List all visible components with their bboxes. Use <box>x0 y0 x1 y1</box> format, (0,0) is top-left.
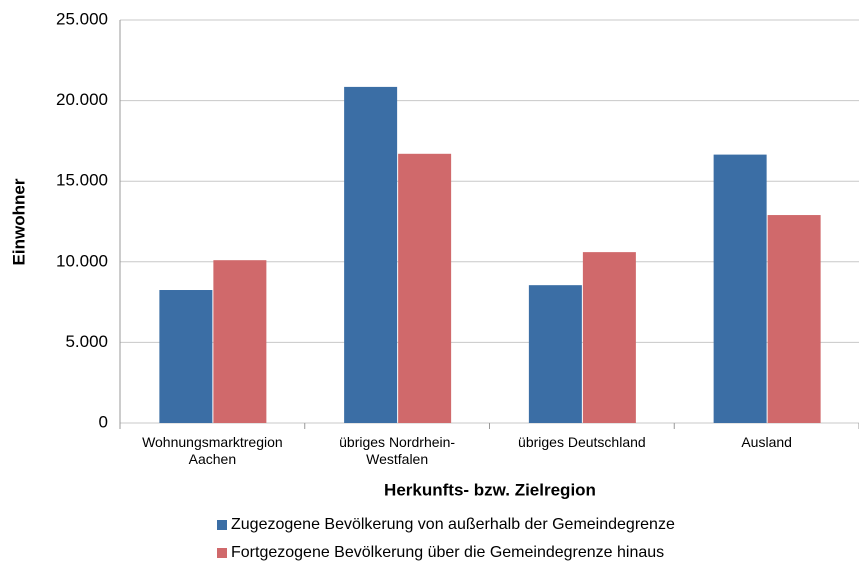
bar <box>398 153 452 423</box>
y-tick-label: 0 <box>99 412 108 431</box>
legend-swatch <box>217 520 227 530</box>
bar <box>713 154 767 424</box>
legend-label: Zugezogene Bevölkerung von außerhalb der… <box>231 516 675 533</box>
x-tick-label: übriges Deutschland <box>518 434 646 450</box>
y-tick-label: 5.000 <box>65 332 108 351</box>
bar <box>159 290 213 423</box>
bar <box>213 260 267 423</box>
y-tick-label: 20.000 <box>56 90 108 109</box>
y-tick-label: 15.000 <box>56 171 108 190</box>
y-axis-label: Einwohner <box>9 178 28 265</box>
y-tick-label: 10.000 <box>56 251 108 270</box>
x-tick-label: Wohnungsmarktregion Aachen <box>142 434 283 467</box>
x-axis-label: Herkunfts- bzw. Zielregion <box>384 480 596 499</box>
y-tick-label: 25.000 <box>56 9 108 28</box>
legend-swatch <box>217 548 227 558</box>
bar <box>528 285 582 423</box>
bar <box>344 86 398 423</box>
legend-label: Fortgezogene Bevölkerung über die Gemein… <box>231 544 664 561</box>
bar <box>582 252 636 423</box>
bar <box>767 215 821 423</box>
x-tick-label: Ausland <box>741 434 792 450</box>
x-tick-label: übriges Nordrhein-Westfalen <box>339 434 456 467</box>
